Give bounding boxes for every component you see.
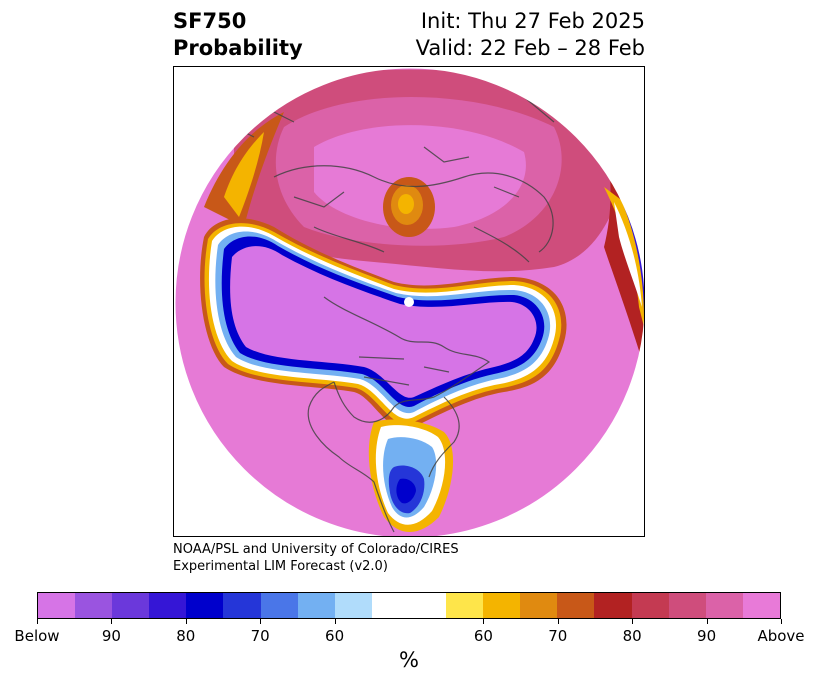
colorbar-tick-label: 70 <box>548 627 568 645</box>
colorbar-tick-label: Above <box>757 627 805 645</box>
colorbar-segment <box>38 593 76 618</box>
variable-name: SF750 <box>173 9 247 33</box>
colorbar-segment <box>408 593 447 618</box>
credit-line-2: Experimental LIM Forecast (v2.0) <box>173 559 388 574</box>
init-date: Init: Thu 27 Feb 2025 <box>420 9 645 33</box>
colorbar-tick-mark <box>111 619 112 624</box>
colorbar-tick-mark <box>632 619 633 624</box>
colorbar-segment <box>75 593 113 618</box>
colorbar-segment <box>112 593 150 618</box>
colorbar-tick-label: 90 <box>101 627 121 645</box>
colorbar-segment <box>594 593 632 618</box>
colorbar-segment <box>520 593 558 618</box>
variable-subtitle: Probability <box>173 36 303 60</box>
forecast-dates: Init: Thu 27 Feb 2025 Valid: 22 Feb – 28… <box>300 8 645 62</box>
colorbar-segment <box>742 593 780 618</box>
colorbar-segment <box>371 593 409 618</box>
colorbar-tick-mark <box>781 619 782 624</box>
colorbar-segment <box>260 593 298 618</box>
colorbar-segment <box>334 593 372 618</box>
colorbar-segment <box>668 593 706 618</box>
colorbar-unit: % <box>399 648 419 672</box>
colorbar-tick-label: 80 <box>176 627 196 645</box>
colorbar <box>37 592 781 619</box>
colorbar-segment <box>557 593 595 618</box>
colorbar-tick-mark <box>707 619 708 624</box>
colorbar-segment <box>705 593 743 618</box>
colorbar-tick-label: 60 <box>325 627 345 645</box>
colorbar-tick-mark <box>483 619 484 624</box>
probability-map <box>173 66 645 537</box>
map-title: SF750 Probability <box>173 8 303 62</box>
colorbar-tick-label: 80 <box>622 627 642 645</box>
colorbar-segment <box>223 593 261 618</box>
colorbar-segment <box>186 593 224 618</box>
colorbar-segment <box>631 593 669 618</box>
colorbar-tick-label: Below <box>14 627 60 645</box>
colorbar-segment <box>446 593 484 618</box>
colorbar-segment <box>149 593 187 618</box>
colorbar-tick-mark <box>37 619 38 624</box>
colorbar-tick-label: 90 <box>697 627 717 645</box>
colorbar-segment <box>483 593 521 618</box>
colorbar-tick-label: 60 <box>473 627 493 645</box>
valid-range: Valid: 22 Feb – 28 Feb <box>415 36 645 60</box>
polar-map-svg <box>174 67 644 536</box>
colorbar-tick-mark <box>335 619 336 624</box>
colorbar-tick-mark <box>558 619 559 624</box>
credit-text: NOAA/PSL and University of Colorado/CIRE… <box>173 541 459 575</box>
credit-line-1: NOAA/PSL and University of Colorado/CIRE… <box>173 542 459 557</box>
colorbar-tick-mark <box>260 619 261 624</box>
colorbar-segment <box>297 593 335 618</box>
colorbar-tick-label: 70 <box>250 627 270 645</box>
colorbar-tick-mark <box>186 619 187 624</box>
